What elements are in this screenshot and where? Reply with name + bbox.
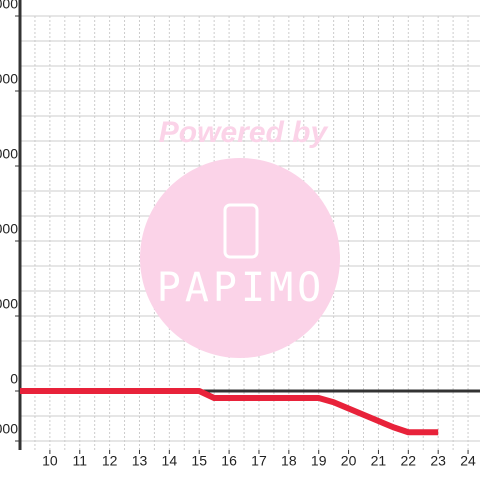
x-tick-label: 11 <box>72 453 87 469</box>
x-tick-label: 23 <box>430 453 446 469</box>
x-tick-label: 12 <box>102 453 118 469</box>
y-tick-label: 30,000 <box>0 296 18 312</box>
y-tick-label: -20,000 <box>0 421 18 437</box>
x-tick-label: 24 <box>460 453 476 469</box>
x-tick-label: 21 <box>371 453 387 469</box>
watermark-logo: PAPIMO <box>157 265 326 311</box>
x-tick-label: 19 <box>311 453 327 469</box>
x-tick-label: 16 <box>221 453 237 469</box>
watermark-text: Powered by <box>159 116 329 149</box>
x-tick-label: 14 <box>162 453 178 469</box>
y-tick-label: 0 <box>10 371 18 387</box>
x-tick-label: 15 <box>191 453 207 469</box>
x-tick-label: 22 <box>401 453 417 469</box>
x-tick-label: 13 <box>132 453 148 469</box>
y-tick-label: 150,000 <box>0 0 18 12</box>
data-line <box>20 388 439 436</box>
x-tick-label: 20 <box>341 453 357 469</box>
y-tick-label: 60,000 <box>0 221 18 237</box>
x-tick-label: 10 <box>42 453 58 469</box>
y-tick-label: 90,000 <box>0 146 18 162</box>
x-tick-label: 18 <box>281 453 297 469</box>
x-tick-label: 17 <box>251 453 267 469</box>
y-tick-label: 120,000 <box>0 71 18 87</box>
watermark-icon <box>223 203 259 259</box>
